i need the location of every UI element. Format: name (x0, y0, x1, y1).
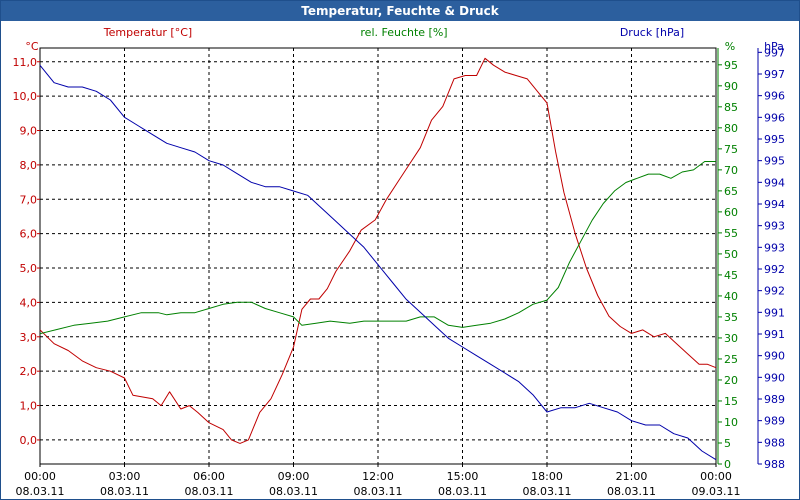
pressure-tick-label: 996 (764, 111, 785, 124)
time-tick-label: 00:00 (24, 470, 56, 483)
humidity-tick-label: 15 (724, 395, 738, 408)
temperature-tick-label: 7,0 (20, 193, 38, 206)
humidity-tick-label: 20 (724, 374, 738, 387)
pressure-tick-label: 997 (764, 68, 785, 81)
temperature-tick-label: 11,0 (13, 56, 38, 69)
humidity-tick-label: 95 (724, 59, 738, 72)
humidity-tick-label: 40 (724, 290, 738, 303)
date-tick-label: 09.03.11 (692, 485, 741, 498)
date-tick-label: 08.03.11 (185, 485, 234, 498)
humidity-tick-label: 90 (724, 80, 738, 93)
pressure-tick-label: 990 (764, 371, 785, 384)
time-tick-label: 12:00 (362, 470, 394, 483)
temperature-tick-label: 2,0 (20, 365, 38, 378)
legend-humidity: rel. Feuchte [%] (360, 26, 447, 39)
series-line-humidity (39, 161, 716, 335)
time-tick-label: 18:00 (531, 470, 563, 483)
pressure-axis: 988 988 989 989 990 990 991 991 992 992 993 993 994 9… (757, 46, 785, 471)
time-axis: 00:00 08.03.11 03:00 08.03.11 06:00 08.03.11 0… (16, 464, 741, 498)
data-series (39, 57, 717, 461)
humidity-tick-label: 65 (724, 185, 738, 198)
humidity-tick-label: 75 (724, 143, 738, 156)
temperature-tick-label: 3,0 (20, 331, 38, 344)
time-tick-label: 06:00 (193, 470, 225, 483)
pressure-tick-label: 988 (764, 458, 785, 471)
temperature-unit-label: °C (25, 40, 39, 53)
date-tick-label: 08.03.11 (523, 485, 572, 498)
pressure-tick-label: 989 (764, 393, 785, 406)
time-tick-label: 21:00 (616, 470, 648, 483)
pressure-tick-label: 996 (764, 90, 785, 103)
temperature-tick-label: 10,0 (13, 90, 38, 103)
legend-pressure: Druck [hPa] (620, 26, 684, 39)
pressure-tick-label: 993 (764, 220, 785, 233)
humidity-tick-label: 0 (724, 458, 731, 471)
pressure-tick-label: 995 (764, 155, 785, 168)
pressure-tick-label: 991 (764, 328, 785, 341)
temperature-tick-label: 6,0 (20, 228, 38, 241)
humidity-tick-label: 45 (724, 269, 738, 282)
humidity-axis: 0 5 10 15 20 25 30 35 40 45 50 55 60 65 70 75 80 85 90 95 (717, 48, 738, 471)
series-line-temperature (39, 57, 717, 444)
humidity-tick-label: 25 (724, 353, 738, 366)
date-tick-label: 08.03.11 (354, 485, 403, 498)
humidity-tick-label: 50 (724, 248, 738, 261)
humidity-tick-label: 70 (724, 164, 738, 177)
pressure-unit-label: hPa (764, 40, 784, 53)
series-line-pressure (39, 64, 717, 461)
date-tick-label: 08.03.11 (269, 485, 318, 498)
date-tick-label: 08.03.11 (100, 485, 149, 498)
humidity-tick-label: 30 (724, 332, 738, 345)
humidity-tick-label: 85 (724, 101, 738, 114)
pressure-tick-label: 994 (764, 198, 785, 211)
date-tick-label: 08.03.11 (16, 485, 65, 498)
pressure-tick-label: 997 (764, 46, 785, 59)
date-tick-label: 08.03.11 (438, 485, 487, 498)
pressure-tick-label: 988 (764, 436, 785, 449)
pressure-tick-label: 995 (764, 133, 785, 146)
pressure-tick-label: 993 (764, 241, 785, 254)
humidity-tick-label: 10 (724, 416, 738, 429)
temperature-tick-label: 9,0 (20, 125, 38, 138)
humidity-tick-label: 60 (724, 206, 738, 219)
time-tick-label: 09:00 (278, 470, 310, 483)
pressure-tick-label: 992 (764, 263, 785, 276)
pressure-tick-label: 990 (764, 350, 785, 363)
pressure-tick-label: 992 (764, 285, 785, 298)
pressure-tick-label: 989 (764, 415, 785, 428)
grid-lines (40, 48, 716, 464)
humidity-tick-label: 80 (724, 122, 738, 135)
humidity-tick-label: 35 (724, 311, 738, 324)
temperature-tick-label: 8,0 (20, 159, 38, 172)
legend-temperature: Temperatur [°C] (103, 26, 192, 39)
temperature-tick-label: 1,0 (20, 400, 38, 413)
date-tick-label: 08.03.11 (607, 485, 656, 498)
temperature-tick-label: 5,0 (20, 262, 38, 275)
pressure-tick-label: 991 (764, 306, 785, 319)
temperature-tick-label: 4,0 (20, 296, 38, 309)
temperature-axis: 0,0 1,0 2,0 3,0 4,0 5,0 6,0 7,0 8,0 9,0 10,0 11,0 (13, 56, 40, 447)
humidity-unit-label: % (725, 40, 735, 53)
pressure-tick-label: 994 (764, 176, 785, 189)
time-tick-label: 00:00 (700, 470, 732, 483)
time-tick-label: 15:00 (447, 470, 479, 483)
time-tick-label: 03:00 (109, 470, 141, 483)
humidity-tick-label: 55 (724, 227, 738, 240)
window-title: Temperatur, Feuchte & Druck (1, 1, 799, 21)
humidity-tick-label: 5 (724, 437, 731, 450)
temperature-tick-label: 0,0 (20, 434, 38, 447)
